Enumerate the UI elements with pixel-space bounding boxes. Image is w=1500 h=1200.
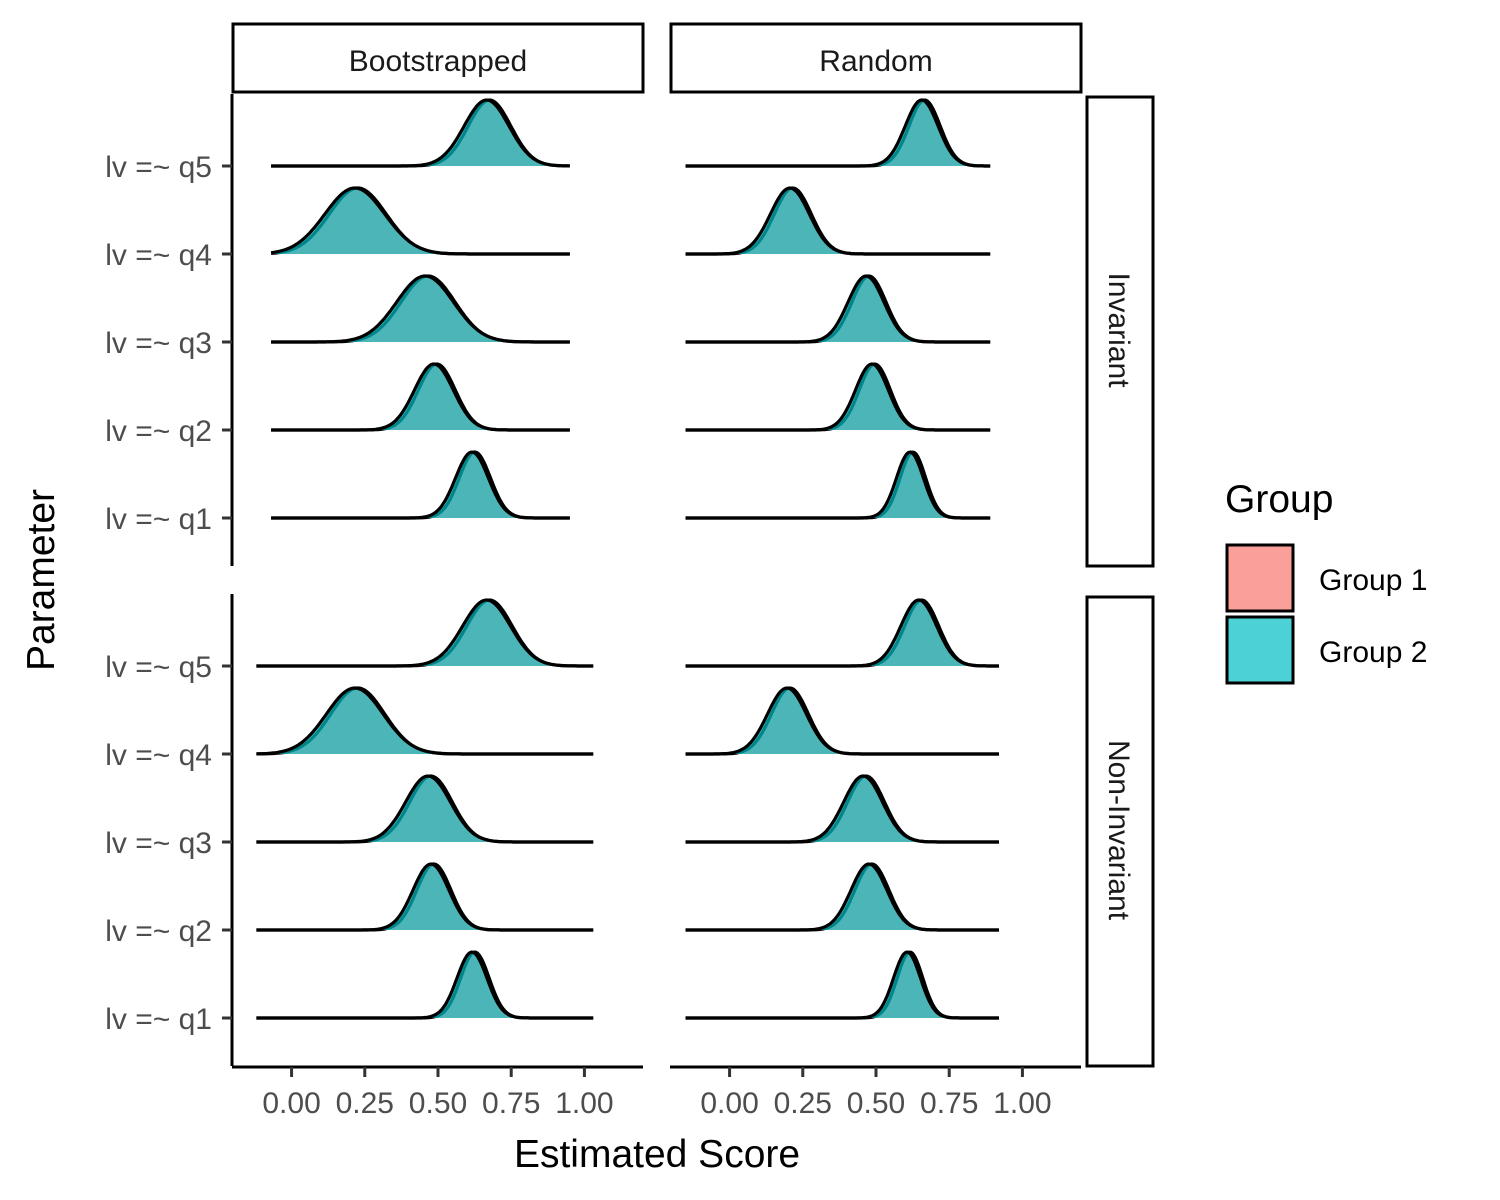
facet-strip-row	[1085, 595, 1155, 1068]
density-outline-group-2	[685, 274, 991, 344]
facet-column-label: Bootstrapped	[349, 45, 527, 78]
density-outline-group-2	[271, 362, 570, 432]
density-group-2-lv-q3	[256, 776, 594, 842]
density-outline-group-2	[685, 950, 999, 1020]
density-outline-group-2	[256, 774, 594, 844]
density-outline-group-2	[685, 186, 991, 256]
y-tick-label: lv =~ q4	[105, 239, 212, 272]
x-tick-label: 0.00	[700, 1087, 758, 1120]
legend-key	[1225, 543, 1295, 613]
density-group-2-lv-q5	[271, 100, 570, 166]
density-group-2-lv-q1	[256, 952, 594, 1018]
panels-layer	[256, 98, 999, 1020]
y-tick-label: lv =~ q3	[105, 327, 212, 360]
density-outline-group-2	[256, 598, 594, 668]
facet-strip-column	[231, 22, 645, 94]
y-tick-label: lv =~ q2	[105, 915, 212, 948]
facet-strip-column	[669, 22, 1083, 94]
density-group-1-lv-q4	[685, 688, 999, 754]
x-tick-label: 0.25	[774, 1087, 832, 1120]
density-outline-group-1	[256, 598, 594, 668]
density-group-1-lv-q1	[271, 452, 570, 518]
density-outline-group-2	[685, 362, 991, 432]
density-group-2-lv-q3	[271, 276, 570, 342]
density-group-2-lv-q4	[685, 188, 991, 254]
panel-bootstrapped-non-invariant	[256, 598, 594, 1020]
facet-row-label: Invariant	[1102, 272, 1135, 388]
x-tick-label: 0.50	[409, 1087, 467, 1120]
panel-random-invariant	[685, 98, 991, 520]
density-group-2-lv-q1	[271, 452, 570, 518]
density-group-2-lv-q2	[685, 864, 999, 930]
density-group-1-lv-q4	[685, 188, 991, 254]
density-outline-group-1	[685, 686, 999, 756]
y-tick-label: lv =~ q5	[105, 151, 212, 184]
legend-title: Group	[1225, 478, 1333, 521]
x-tick-label: 0.25	[336, 1087, 394, 1120]
density-outline-group-2	[256, 686, 594, 756]
facet-row-label: Non-Invariant	[1102, 740, 1135, 921]
density-outline-group-2	[271, 98, 570, 168]
legend-key	[1225, 615, 1295, 685]
x-axis: 0.00 0.25 0.50 0.75 1.00 0.00 0.25 0.50 0.75 1.00	[232, 1065, 1081, 1120]
density-outline-group-2	[685, 98, 991, 168]
facet-strip-row	[1085, 95, 1155, 568]
density-group-2-lv-q2	[271, 364, 570, 430]
density-outline-group-2	[685, 862, 999, 932]
y-tick-label: lv =~ q1	[105, 503, 212, 536]
density-group-1-lv-q5	[256, 600, 594, 666]
density-group-2-lv-q3	[685, 276, 991, 342]
y-tick-label: lv =~ q4	[105, 739, 212, 772]
density-group-2-lv-q4	[685, 688, 999, 754]
density-outline-group-2	[271, 450, 570, 520]
x-tick-label: 1.00	[993, 1087, 1051, 1120]
y-tick-label: lv =~ q2	[105, 415, 212, 448]
y-axis: lv =~ q1 lv =~ q2 lv =~ q3 lv =~ q4 lv =~ q5…	[105, 94, 234, 1066]
density-group-2-lv-q1	[685, 452, 991, 518]
legend-label: Group 2	[1319, 636, 1427, 669]
density-group-2-lv-q1	[685, 952, 999, 1018]
density-outline-group-1	[685, 450, 991, 520]
density-group-2-lv-q3	[685, 776, 999, 842]
x-tick-label: 0.75	[482, 1087, 540, 1120]
density-outline-group-2	[685, 686, 999, 756]
y-tick-label: lv =~ q5	[105, 651, 212, 684]
y-axis-title: Parameter	[20, 489, 63, 671]
density-group-1-lv-q1	[685, 952, 999, 1018]
density-outline-group-2	[270, 186, 570, 256]
panel-random-non-invariant	[685, 598, 999, 1020]
density-outline-group-2	[685, 598, 999, 668]
y-tick-label: lv =~ q3	[105, 827, 212, 860]
density-outline-group-1	[685, 186, 991, 256]
density-outline-group-1	[271, 450, 570, 520]
x-tick-label: 0.50	[847, 1087, 905, 1120]
facet-strips: Bootstrapped Random Invariant Non-Invariant	[231, 22, 1155, 1068]
density-group-1-lv-q1	[256, 952, 594, 1018]
density-group-2-lv-q4	[256, 688, 594, 754]
x-tick-label: 1.00	[555, 1087, 613, 1120]
density-group-2-lv-q5	[256, 600, 594, 666]
legend: Group Group 1 Group 2	[1225, 478, 1427, 685]
density-group-1-lv-q1	[685, 452, 991, 518]
x-tick-label: 0.75	[920, 1087, 978, 1120]
density-outline-group-1	[256, 950, 594, 1020]
density-group-2-lv-q4	[271, 188, 570, 254]
density-group-2-lv-q5	[685, 100, 991, 166]
density-outline-group-2	[685, 774, 999, 844]
density-outline-group-2	[256, 862, 594, 932]
density-outline-group-2	[256, 950, 594, 1020]
x-tick-label: 0.00	[262, 1087, 320, 1120]
legend-label: Group 1	[1319, 564, 1427, 597]
density-outline-group-2	[685, 450, 991, 520]
panel-bootstrapped-invariant	[270, 98, 570, 520]
facet-column-label: Random	[819, 45, 932, 78]
density-outline-group-2	[271, 274, 570, 344]
x-axis-title: Estimated Score	[514, 1133, 800, 1176]
density-outline-group-1	[685, 950, 999, 1020]
y-tick-label: lv =~ q1	[105, 1003, 212, 1036]
density-group-2-lv-q2	[256, 864, 594, 930]
density-group-2-lv-q5	[685, 600, 999, 666]
